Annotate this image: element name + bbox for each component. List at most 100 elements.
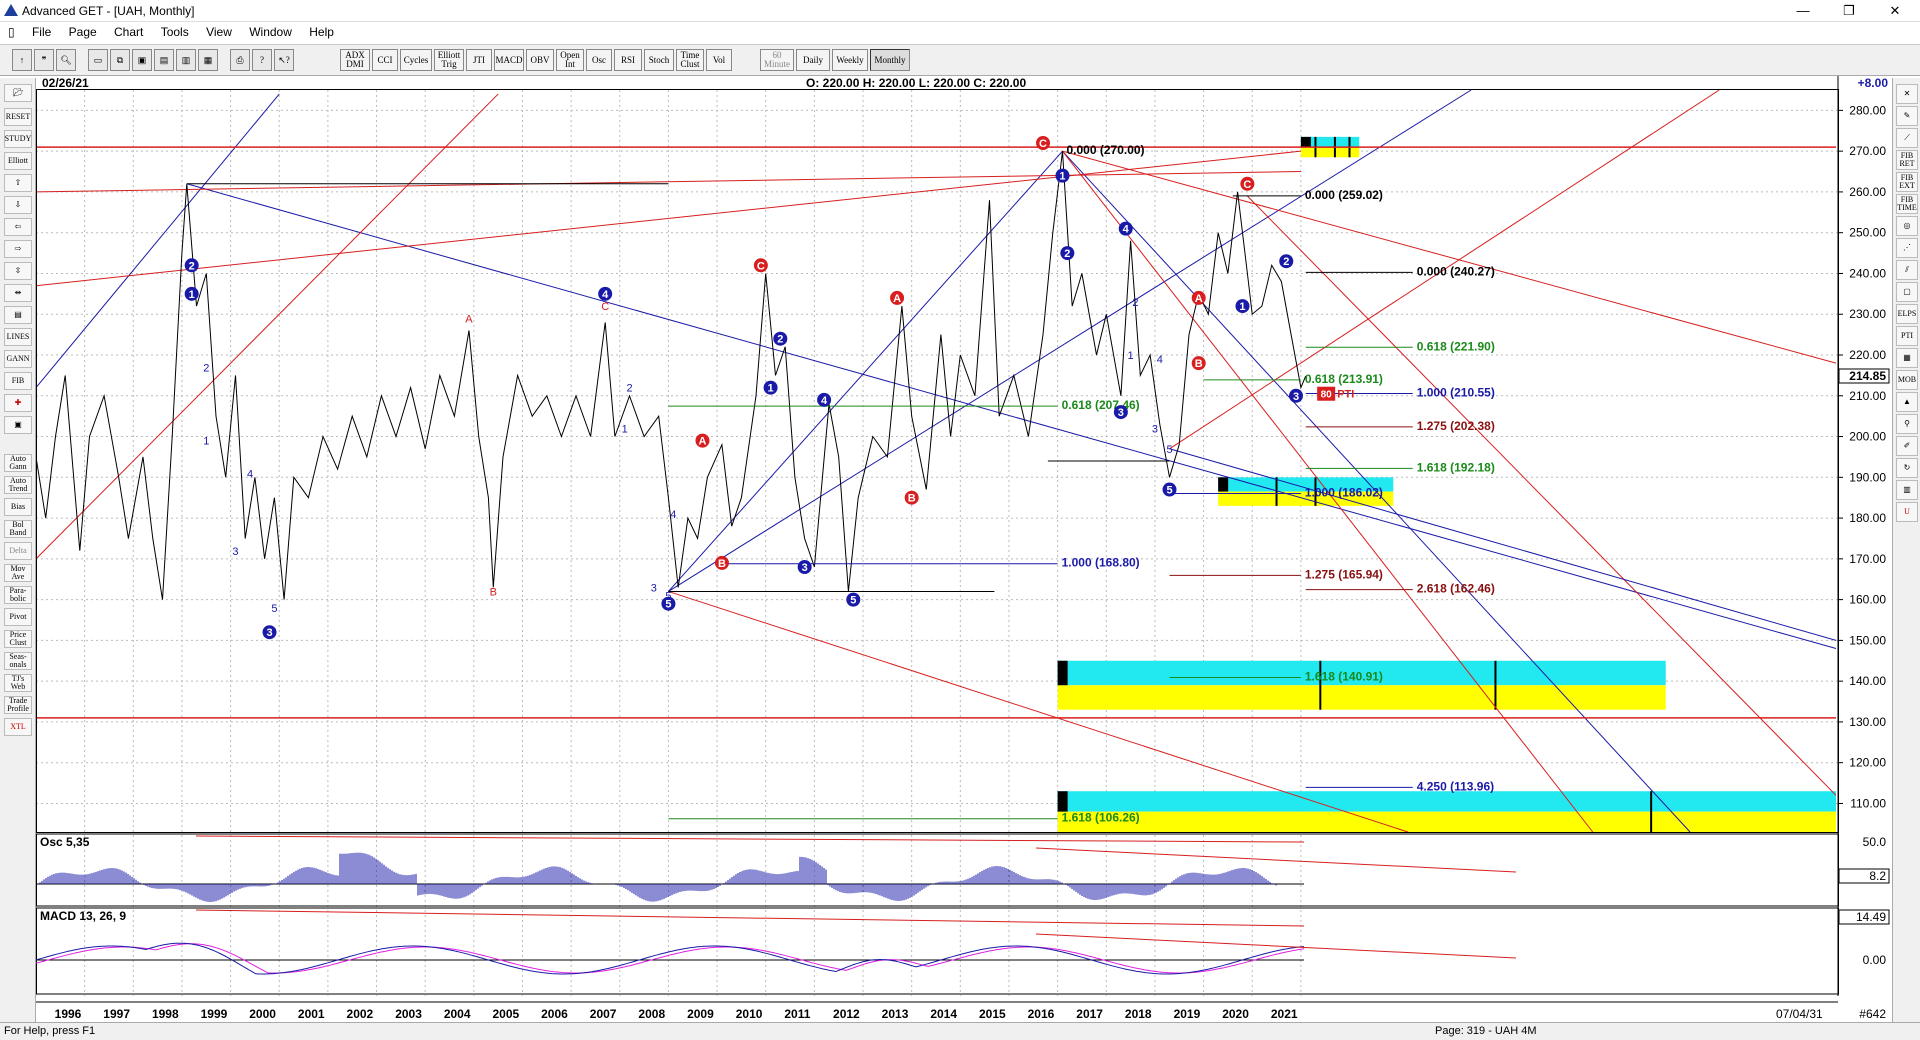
quote-icon[interactable]: ❞ (34, 49, 54, 71)
tool-bias[interactable]: Bias (4, 498, 32, 516)
btn-time-clust[interactable]: Time Clust (676, 49, 704, 71)
bars-icon[interactable]: ▤ (4, 306, 32, 324)
tool-seasonals[interactable]: Seas-onals (4, 652, 32, 670)
arrow-up-icon[interactable]: ⇧ (4, 174, 32, 192)
box-icon[interactable]: ▢ (1896, 282, 1918, 302)
btn-osc[interactable]: Osc (586, 49, 612, 71)
macd-tick: 14.49 (1856, 910, 1886, 924)
btn-adx-dmi[interactable]: ADX DMI (340, 49, 370, 71)
cycle-icon[interactable]: ↻ (1896, 458, 1918, 478)
tool-elliott[interactable]: Elliott (4, 152, 32, 170)
channel-icon[interactable]: ⫽ (1896, 260, 1918, 280)
btn-cci[interactable]: CCI (372, 49, 398, 71)
arrow-left-icon[interactable]: ⇦ (4, 218, 32, 236)
window-icon[interactable]: ▣ (132, 49, 152, 71)
fan-icon[interactable]: ⋰ (1896, 238, 1918, 258)
rtool-elps[interactable]: ELPS (1896, 304, 1918, 324)
tool-delta[interactable]: Delta (4, 542, 32, 560)
tool-pivot[interactable]: Pivot (4, 608, 32, 626)
fib-label: 0.618 (221.90) (1417, 339, 1495, 353)
btn-elliott-trig[interactable]: Elliott Trig (434, 49, 464, 71)
menu-chart[interactable]: Chart (114, 25, 144, 39)
rtool-fib-time[interactable]: FIB TIME (1896, 194, 1918, 214)
menu-help[interactable]: Help (309, 25, 334, 39)
tool-gann[interactable]: GANN (4, 350, 32, 368)
magnet-icon[interactable]: U (1896, 502, 1918, 522)
rtool-mob[interactable]: MOB (1896, 370, 1918, 390)
tool-lines[interactable]: LINES (4, 328, 32, 346)
menu-view[interactable]: View (206, 25, 232, 39)
menu-tools[interactable]: Tools (160, 25, 189, 39)
btn-macd[interactable]: MACD (494, 49, 524, 71)
time-cycle-boxes (1057, 136, 1836, 832)
zoom-icon[interactable]: 🔍︎ (56, 49, 76, 71)
minimize-button[interactable]: — (1796, 3, 1810, 18)
up-tri-icon[interactable]: ▲ (1896, 392, 1918, 412)
grid-icon[interactable]: ▦ (1896, 348, 1918, 368)
btn-daily[interactable]: Daily (796, 49, 830, 71)
btn-stoch[interactable]: Stoch (644, 49, 674, 71)
close-button[interactable]: ✕ (1889, 3, 1901, 18)
btn-cycles[interactable]: Cycles (400, 49, 432, 71)
tool-parabolic[interactable]: Para-bolic (4, 586, 32, 604)
tool-auto-gann[interactable]: Auto Gann (4, 454, 32, 472)
bulb-icon[interactable]: ? (252, 49, 272, 71)
chart-icon[interactable]: ▥ (1896, 480, 1918, 500)
arrow-down-icon[interactable]: ⇩ (4, 196, 32, 214)
tile-icon[interactable]: ▤ (154, 49, 174, 71)
btn-monthly[interactable]: Monthly (870, 49, 910, 71)
tool-tjs-web[interactable]: TJ's Web (4, 674, 32, 692)
menu-window[interactable]: Window (249, 25, 292, 39)
tool-fib[interactable]: FIB (4, 372, 32, 390)
tool-mov-ave[interactable]: Mov Ave (4, 564, 32, 582)
btn-open-int[interactable]: Open Int (556, 49, 584, 71)
rtool-fib-ext[interactable]: FIB EXT (1896, 172, 1918, 192)
tool-price-clust[interactable]: Price Clust (4, 630, 32, 648)
arrow-right-icon[interactable]: ⇨ (4, 240, 32, 258)
tool-reset[interactable]: RESET (4, 108, 32, 126)
restore-button[interactable]: ❐ (1843, 3, 1855, 18)
rtool-fib-ret[interactable]: FIB RET (1896, 150, 1918, 170)
wave-label: 4 (821, 395, 828, 407)
help-icon[interactable]: ↖? (274, 49, 294, 71)
rtool-pti[interactable]: PTI (1896, 326, 1918, 346)
btn-jti[interactable]: JTI (466, 49, 492, 71)
btn-rsi[interactable]: RSI (614, 49, 642, 71)
circle-icon[interactable]: ◎ (1896, 216, 1918, 236)
new-page-icon[interactable]: ▭ (88, 49, 108, 71)
cursor-icon[interactable]: ↑ (12, 49, 32, 71)
scan-icon[interactable]: ▣ (4, 416, 32, 434)
tool-trade-profile[interactable]: Trade Profile (4, 696, 32, 714)
btn-obv[interactable]: OBV (526, 49, 554, 71)
tool-study[interactable]: STUDY (4, 130, 32, 148)
copy-icon[interactable]: ⧉ (110, 49, 130, 71)
btn-60-minute[interactable]: 60 Minute (760, 49, 794, 71)
brush-icon[interactable]: ✐ (1896, 436, 1918, 456)
compress-icon[interactable]: ⇳ (4, 262, 32, 280)
open-icon[interactable]: 📂︎ (4, 84, 32, 102)
osc-trend (1035, 847, 1517, 873)
expand-icon[interactable]: ⇹ (4, 284, 32, 302)
btn-vol[interactable]: Vol (706, 49, 732, 71)
ruler-icon[interactable]: ⟋ (1896, 128, 1918, 148)
cross-icon[interactable]: ✕ (1896, 84, 1918, 104)
btn-weekly[interactable]: Weekly (832, 49, 868, 71)
tool-auto-trend[interactable]: Auto Trend (4, 476, 32, 494)
x-tick-label: 2012 (833, 1007, 860, 1021)
menu-bar: ▯ File Page Chart Tools View Window Help (0, 22, 1920, 44)
y-tick-label: 220.00 (1849, 348, 1886, 362)
wave-label: 4 (1123, 224, 1130, 236)
tool-xtl[interactable]: XTL (4, 718, 32, 736)
chart-area[interactable]: 0.000 (270.00) 0.000 (259.02) 0.000 (240.2… (36, 76, 1892, 1022)
menu-page[interactable]: Page (68, 25, 97, 39)
footer-end-date: 07/04/31 (1776, 1007, 1823, 1021)
grid-icon[interactable]: ▦ (198, 49, 218, 71)
pencil-icon[interactable]: ✎ (1896, 106, 1918, 126)
macd-panel: MACD 13, 26, 9 14.49 0.00 (36, 907, 1890, 995)
magnify-icon[interactable]: ⚲ (1896, 414, 1918, 434)
cascade-icon[interactable]: ▥ (176, 49, 196, 71)
plus-icon[interactable]: ✚ (4, 394, 32, 412)
tool-bol-band[interactable]: Bol Band (4, 520, 32, 538)
print-icon[interactable]: ⎙ (230, 49, 250, 71)
menu-file[interactable]: File (31, 25, 52, 39)
